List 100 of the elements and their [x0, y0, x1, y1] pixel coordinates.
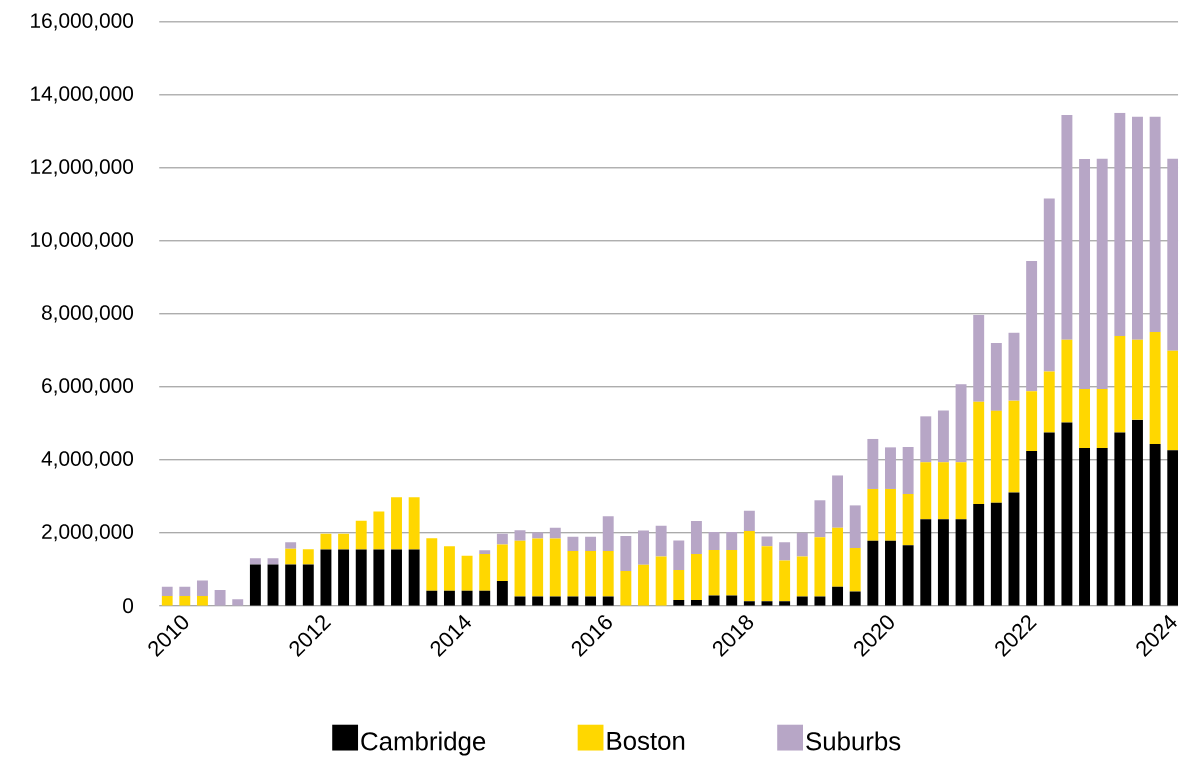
bar [690, 521, 702, 555]
bar [1096, 448, 1108, 606]
bar [567, 536, 579, 552]
bar [638, 530, 649, 566]
bar [1061, 115, 1073, 340]
bar [161, 586, 173, 597]
bar [796, 556, 808, 597]
bar [461, 555, 473, 591]
bar [391, 549, 402, 606]
bar [479, 550, 491, 555]
bar [1132, 419, 1143, 606]
bar [955, 462, 967, 520]
bar [779, 601, 791, 606]
bar [832, 527, 844, 587]
bar [990, 411, 1002, 503]
bar [1079, 159, 1091, 390]
bar [602, 551, 614, 597]
bar [1043, 432, 1055, 606]
bar [937, 410, 949, 463]
y-tick-label: 16,000,000 [31, 13, 134, 31]
bar [867, 489, 879, 541]
bar [1149, 332, 1161, 445]
bar [320, 549, 332, 606]
y-tick-label: 2,000,000 [42, 524, 134, 542]
bar [1096, 158, 1108, 390]
bar [655, 556, 667, 606]
bar [990, 343, 1002, 412]
bar [849, 505, 861, 549]
bar [620, 536, 632, 572]
bar [549, 527, 561, 539]
bar [690, 554, 702, 601]
bar [726, 550, 738, 596]
bar [1132, 116, 1143, 340]
bar [1008, 332, 1020, 401]
bar [285, 542, 297, 549]
bar [814, 537, 826, 597]
bar [161, 596, 173, 606]
bar [673, 540, 685, 571]
y-tick-label: 8,000,000 [42, 305, 134, 323]
bar [302, 564, 314, 606]
bar [761, 546, 773, 602]
bar [937, 519, 949, 606]
bar [514, 540, 526, 597]
legend-label: Cambridge [361, 731, 486, 756]
bar [249, 564, 261, 606]
bar [214, 590, 226, 606]
bar [726, 532, 738, 551]
bar [638, 565, 649, 606]
bar [514, 530, 526, 541]
bar [1043, 371, 1055, 433]
bar [285, 564, 297, 606]
bar [1114, 112, 1126, 337]
bar [902, 545, 914, 606]
bar [1079, 389, 1091, 449]
bar [885, 540, 896, 606]
bar [567, 551, 579, 597]
bar [779, 560, 791, 602]
bar [920, 416, 932, 463]
bar [885, 447, 896, 490]
bar [708, 550, 720, 596]
bar [443, 546, 455, 591]
y-tick-label: 12,000,000 [31, 159, 134, 177]
bar [249, 558, 261, 565]
bar [1167, 158, 1179, 351]
bar [496, 581, 508, 606]
bar [196, 580, 208, 597]
bar [743, 511, 755, 532]
bar [232, 599, 244, 606]
bar [937, 462, 949, 520]
bar [391, 497, 402, 550]
bar [655, 525, 667, 557]
bar [1149, 116, 1161, 333]
bar [338, 534, 350, 550]
bar [955, 519, 967, 606]
bar [1043, 198, 1055, 372]
bar [743, 601, 755, 606]
bar [196, 596, 208, 606]
bar [761, 536, 773, 547]
bar [902, 447, 914, 495]
bar [849, 591, 861, 606]
y-tick-label: 4,000,000 [41, 451, 134, 469]
bar [496, 544, 508, 582]
bar [1008, 492, 1020, 606]
bar [408, 497, 420, 550]
bar [461, 590, 473, 606]
bar [832, 586, 844, 606]
bar [849, 548, 861, 592]
bar [373, 511, 385, 550]
bar [673, 570, 685, 601]
bar [1114, 432, 1126, 606]
bar [479, 590, 491, 606]
bar [179, 596, 191, 606]
bar [285, 548, 297, 565]
bar [1061, 422, 1073, 606]
bar [1167, 350, 1179, 451]
bar [320, 534, 332, 550]
bar [885, 489, 896, 541]
y-tick-label: 0 [123, 598, 134, 614]
bar [602, 516, 614, 552]
bar [179, 586, 191, 597]
